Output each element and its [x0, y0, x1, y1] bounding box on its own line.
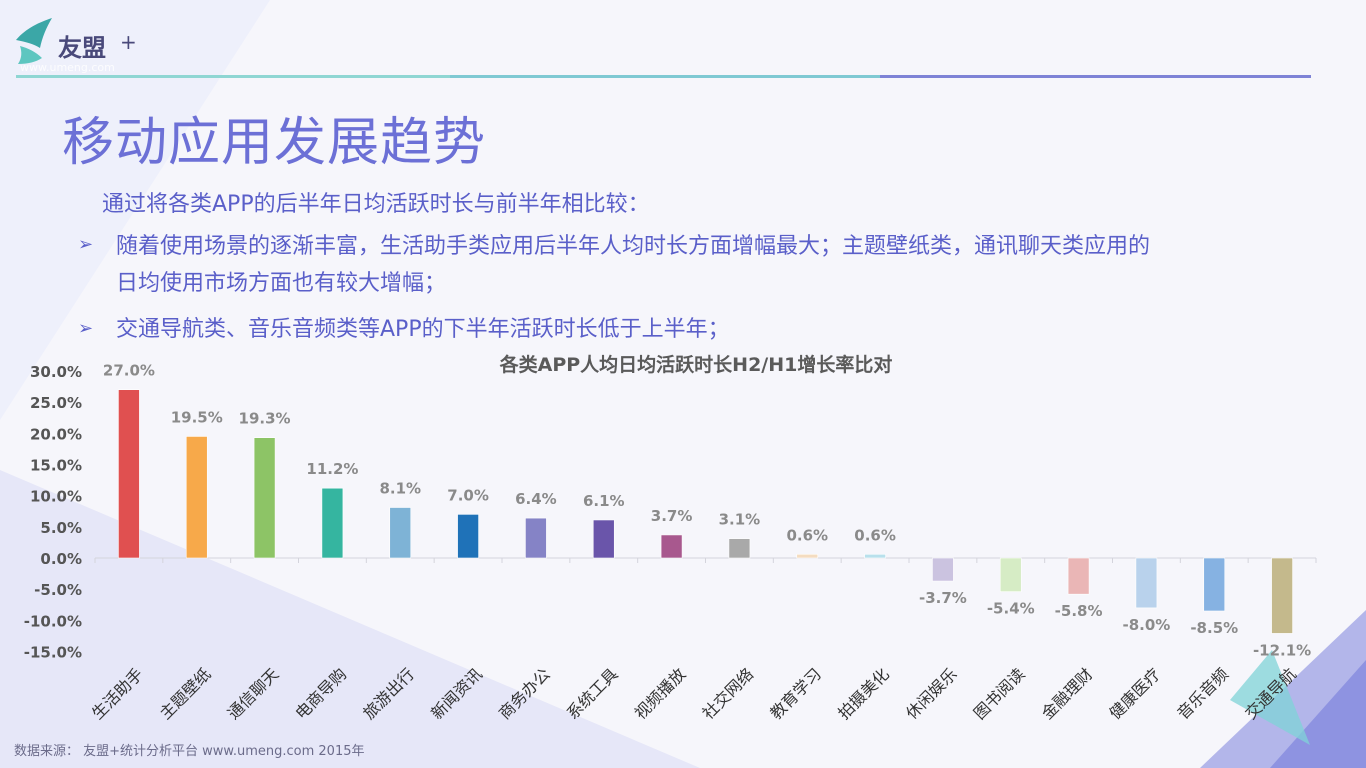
y-tick-label: 15.0% [30, 457, 82, 475]
y-tick-label: -10.0% [24, 612, 82, 630]
y-tick-label: 20.0% [30, 425, 82, 443]
intro-text: 通过将各类APP的后半年日均活跃时长与前半年相比较： [102, 192, 650, 217]
data-label: 8.1% [379, 480, 421, 498]
category-label: 教育学习 [766, 664, 825, 723]
bar [1135, 557, 1158, 609]
data-label: -8.5% [1190, 619, 1238, 637]
category-label: 商务办公 [495, 664, 554, 723]
bar [728, 538, 751, 559]
category-label: 健康医疗 [1106, 664, 1165, 723]
data-label: 3.1% [719, 511, 761, 529]
y-tick-label: 0.0% [40, 550, 82, 568]
category-label: 通信聊天 [224, 664, 283, 723]
bullet-1-line-2: 日均使用市场方面也有较大增幅； [116, 271, 447, 296]
page-title: 移动应用发展趋势 [62, 113, 487, 173]
category-label: 交通导航 [1241, 664, 1300, 723]
category-label: 系统工具 [563, 664, 622, 723]
category-label: 生活助手 [88, 664, 147, 723]
data-source: 数据来源： 友盟+统计分析平台 www.umeng.com 2015年 [14, 744, 365, 759]
data-label: -5.4% [987, 600, 1035, 618]
category-label: 新闻资讯 [427, 664, 486, 723]
data-label: -5.8% [1055, 602, 1103, 620]
bar [525, 517, 547, 559]
data-label: 6.1% [583, 492, 625, 510]
logo-url: www.umeng.com [20, 61, 115, 74]
header-line-mid [450, 75, 880, 78]
data-label: 19.5% [171, 408, 223, 426]
data-label: -8.0% [1123, 616, 1171, 634]
data-label: 19.3% [239, 410, 291, 428]
category-label: 电商导购 [292, 664, 351, 723]
bar [321, 487, 344, 559]
category-label: 拍摄美化 [834, 664, 893, 723]
chart-title: 各类APP人均日均活跃时长H2/H1增长率比对 [499, 353, 893, 376]
bar [389, 507, 412, 559]
data-label: -3.7% [919, 589, 967, 607]
bullet-2-line-1: 交通导航类、音乐音频类等APP的下半年活跃时长低于上半年； [116, 317, 730, 342]
category-label: 视频播放 [631, 664, 690, 723]
category-label: 旅游出行 [359, 664, 418, 723]
bar [1067, 557, 1090, 595]
bar [999, 557, 1022, 592]
bar [457, 514, 479, 559]
y-tick-label: 25.0% [30, 394, 82, 412]
bar [1203, 557, 1226, 612]
bar [253, 437, 276, 559]
bullet-arrow-icon: ➢ [78, 318, 94, 339]
bar [185, 436, 208, 559]
logo-name: 友盟 [58, 34, 106, 62]
data-label: 3.7% [651, 507, 693, 525]
category-label: 金融理财 [1038, 664, 1097, 723]
category-label: 音乐音频 [1173, 664, 1232, 723]
y-tick-label: -15.0% [24, 644, 82, 662]
header-line-teal [16, 75, 450, 78]
y-tick-label: -5.0% [34, 581, 82, 599]
y-tick-label: 30.0% [30, 363, 82, 381]
category-label: 图书阅读 [970, 664, 1029, 723]
category-label: 主题壁纸 [156, 664, 215, 723]
data-label: 0.6% [786, 526, 828, 544]
data-label: 7.0% [447, 486, 489, 504]
category-label: 休闲娱乐 [902, 664, 961, 723]
data-label: -12.1% [1253, 641, 1311, 659]
bar [592, 519, 615, 559]
bar [932, 557, 954, 582]
data-label: 27.0% [103, 362, 155, 380]
header-line-purple [880, 75, 1311, 78]
logo-plus: + [120, 30, 137, 54]
umeng-logo-icon [16, 18, 52, 64]
bar [1271, 557, 1293, 634]
bar [864, 553, 886, 559]
bullet-arrow-icon: ➢ [78, 234, 94, 255]
data-label: 11.2% [306, 460, 358, 478]
bar [660, 534, 683, 559]
data-label: 6.4% [515, 490, 557, 508]
y-tick-label: 10.0% [30, 488, 82, 506]
bullet-1-line-1: 随着使用场景的逐渐丰富，生活助手类应用后半年人均时长方面增幅最大；主题壁纸类，通… [116, 234, 1151, 259]
data-label: 0.6% [854, 526, 896, 544]
bar [796, 553, 819, 559]
growth-bar-chart: 各类APP人均日均活跃时长H2/H1增长率比对 30.0% 25.0% 20.0% 15… [24, 353, 1317, 723]
y-tick-label: 5.0% [40, 519, 82, 537]
bar [118, 389, 140, 559]
category-label: 社交网络 [699, 664, 758, 723]
